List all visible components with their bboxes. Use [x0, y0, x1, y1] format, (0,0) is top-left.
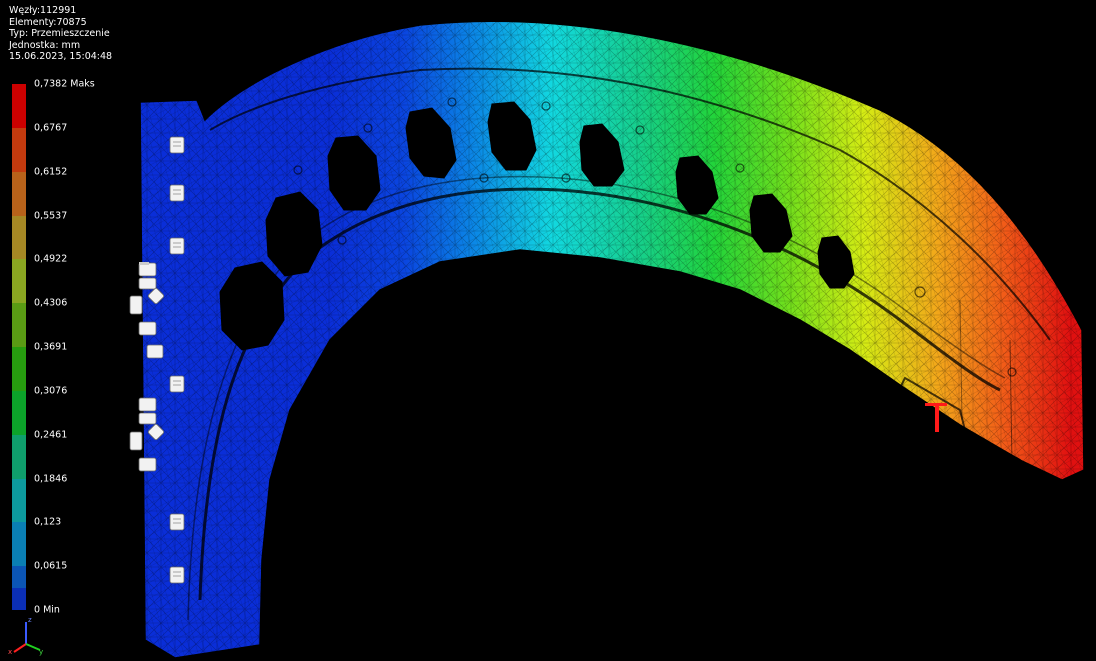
legend-tick-label: 0 Min: [34, 604, 60, 616]
legend-tick-label: 0,7382 Maks: [34, 78, 95, 90]
legend-color-band: [12, 478, 26, 523]
fixed-constraint-icon: [169, 513, 185, 531]
element-count: Elementy:70875: [9, 16, 87, 28]
coordinate-triad: z x y: [6, 614, 46, 656]
legend-color-band: [12, 259, 26, 304]
constraint-symbols: [129, 136, 185, 584]
fixed-constraint-icon: [169, 375, 185, 393]
legend-tick-label: 0,3076: [34, 385, 68, 397]
legend-color-band: [12, 215, 26, 260]
fixed-constraint-icon: [169, 566, 185, 584]
legend-tick-label: 0,0615: [34, 560, 68, 572]
z-axis-label: z: [28, 616, 32, 624]
fixed-constraint-icon: [169, 184, 185, 202]
legend-color-band: [12, 522, 26, 567]
y-axis-label: y: [39, 648, 44, 656]
result-type: Typ: Przemieszczenie: [9, 28, 110, 39]
legend-color-band: [12, 171, 26, 216]
x-axis-label: x: [8, 648, 13, 656]
legend-color-band: [12, 347, 26, 392]
pin-constraint-group-lower: [129, 397, 165, 472]
legend-color-band: [12, 434, 26, 479]
legend-color-band: [12, 303, 26, 348]
timestamp: 15.06.2023, 15:04:48: [9, 51, 113, 62]
legend-color-band: [12, 390, 26, 436]
legend-tick-label: 0,2461: [34, 429, 68, 441]
legend-color-band: [12, 127, 26, 173]
fixed-constraint-icon: [169, 237, 185, 255]
lightening-holes: [219, 101, 855, 351]
load-marker: [935, 405, 939, 432]
model-info-panel: Węzły:112991 Elementy:70875 Typ: Przemie…: [9, 5, 112, 63]
pin-constraint-group-upper: [129, 262, 165, 359]
legend-tick-label: 0,5537: [34, 210, 68, 221]
unit-label: Jednostka: mm: [9, 39, 81, 51]
legend-tick-label: 0,1846: [34, 473, 68, 484]
legend-tick-label: 0,6152: [34, 166, 68, 178]
legend-color-band: [12, 84, 26, 129]
legend-tick-label: 0,4922: [34, 253, 68, 265]
bolt-holes: [293, 97, 1017, 377]
fixed-constraint-icon: [169, 136, 185, 154]
legend-tick-label: 0,6767: [34, 122, 68, 134]
legend-tick-label: 0,4306: [34, 297, 68, 309]
legend-color-band: [12, 588, 26, 610]
legend-tick-label: 0,123: [34, 516, 62, 528]
legend-tick-label: 0,3691: [34, 341, 68, 353]
inner-rim-lower: [198, 187, 1001, 601]
node-count: Węzły:112991: [9, 5, 77, 16]
inner-rim-upper: [209, 67, 1051, 341]
displacement-color-legend: 0,7382 Maks 0,6767 0,6152 0,5537 0,4922 0,430…: [0, 0, 130, 620]
fea-mesh-model: [139, 20, 1085, 659]
